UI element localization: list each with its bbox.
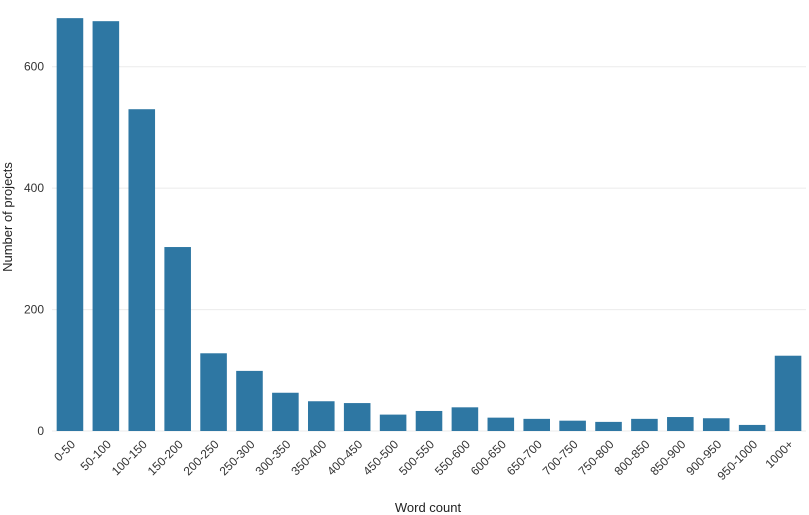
bar-100-150 [128, 109, 156, 431]
bar-850-900 [667, 417, 694, 431]
x-tick-label: 700-750 [540, 437, 581, 478]
bar-450-500 [379, 414, 407, 431]
y-tick-label: 0 [37, 424, 44, 438]
x-tick-label: 1000+ [762, 437, 796, 471]
bar-50-100 [92, 21, 120, 432]
x-tick-label: 100-150 [109, 437, 150, 478]
bar-700-750 [559, 420, 586, 431]
y-tick-label: 200 [24, 303, 44, 317]
x-tick-label: 500-550 [396, 437, 437, 478]
x-tick-label: 450-500 [360, 437, 401, 478]
bar-650-700 [523, 418, 550, 431]
bar-250-300 [236, 370, 263, 431]
bar-150-200 [164, 247, 191, 431]
bar-1000+ [774, 355, 802, 431]
x-tick-label: 250-300 [217, 437, 258, 478]
y-axis-ticks: 0 200 400 600 [24, 60, 44, 438]
x-tick-label: 350-400 [288, 437, 329, 478]
bar-350-400 [308, 401, 335, 431]
bar-300-350 [272, 392, 299, 431]
bar-500-550 [415, 410, 443, 431]
bars [56, 18, 802, 432]
y-tick-label: 600 [24, 60, 44, 74]
bar-600-650 [487, 417, 515, 431]
bar-0-50 [56, 18, 84, 432]
x-tick-label: 950-1000 [715, 437, 761, 483]
x-tick-label: 600-650 [468, 437, 509, 478]
bar-200-250 [200, 353, 227, 431]
x-axis-label: Word count [395, 500, 462, 515]
x-tick-label: 550-600 [432, 437, 473, 478]
x-tick-label: 850-900 [647, 437, 688, 478]
x-axis-ticks: 0-50 50-100100-150150-200200-250250-30030… [51, 437, 796, 483]
y-axis-label: Number of projects [0, 162, 15, 272]
bar-900-950 [702, 418, 730, 431]
bar-950-1000 [738, 424, 766, 431]
x-tick-label: 200-250 [181, 437, 222, 478]
x-tick-label: 300-350 [252, 437, 293, 478]
y-tick-label: 400 [24, 181, 44, 195]
bar-800-850 [631, 418, 658, 431]
bar-750-800 [595, 421, 622, 431]
bar-550-600 [451, 407, 479, 431]
x-tick-label: 750-800 [576, 437, 617, 478]
x-tick-label: 800-850 [612, 437, 653, 478]
x-tick-label: 400-450 [324, 437, 365, 478]
x-tick-label: 150-200 [145, 437, 186, 478]
x-tick-label: 650-700 [504, 437, 545, 478]
x-tick-label: 0-50 [51, 437, 78, 464]
bar-400-450 [343, 403, 371, 431]
